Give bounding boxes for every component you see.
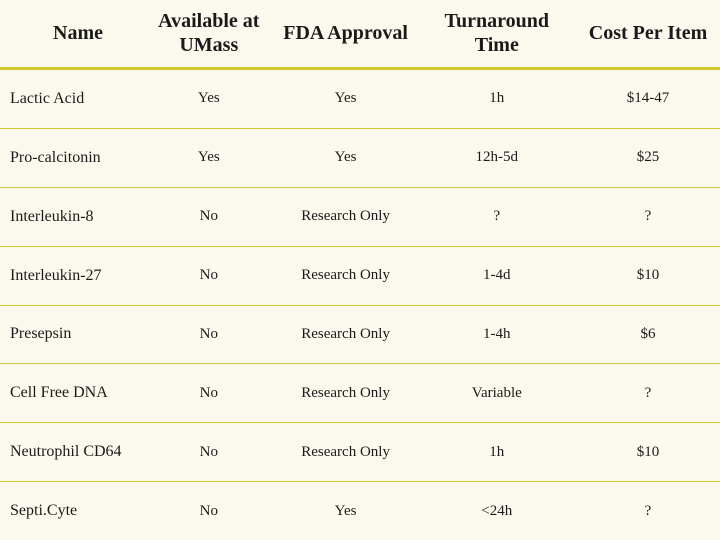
cell-cost: $10 (576, 246, 720, 305)
header-fda: FDA Approval (274, 0, 418, 68)
cell-fda: Yes (274, 128, 418, 187)
cell-turnaround: Variable (418, 364, 576, 423)
cell-available: No (144, 246, 274, 305)
cell-cost: $25 (576, 128, 720, 187)
cell-fda: Research Only (274, 187, 418, 246)
table-row: Septi.Cyte No Yes <24h ? (0, 482, 720, 540)
table-row: Interleukin-8 No Research Only ? ? (0, 187, 720, 246)
biomarker-table: Name Available at UMass FDA Approval Tur… (0, 0, 720, 540)
cell-turnaround: 1h (418, 68, 576, 128)
cell-fda: Research Only (274, 423, 418, 482)
table-row: Interleukin-27 No Research Only 1-4d $10 (0, 246, 720, 305)
table-row: Cell Free DNA No Research Only Variable … (0, 364, 720, 423)
cell-cost: $10 (576, 423, 720, 482)
table-header: Name Available at UMass FDA Approval Tur… (0, 0, 720, 68)
cell-name: Interleukin-27 (0, 246, 144, 305)
biomarker-table-container: Name Available at UMass FDA Approval Tur… (0, 0, 720, 540)
cell-available: No (144, 305, 274, 364)
header-row: Name Available at UMass FDA Approval Tur… (0, 0, 720, 68)
cell-fda: Yes (274, 68, 418, 128)
cell-turnaround: <24h (418, 482, 576, 540)
table-body: Lactic Acid Yes Yes 1h $14-47 Pro-calcit… (0, 68, 720, 540)
cell-cost: ? (576, 364, 720, 423)
header-name: Name (0, 0, 144, 68)
table-row: Presepsin No Research Only 1-4h $6 (0, 305, 720, 364)
table-row: Lactic Acid Yes Yes 1h $14-47 (0, 68, 720, 128)
cell-turnaround: ? (418, 187, 576, 246)
cell-fda: Yes (274, 482, 418, 540)
header-available: Available at UMass (144, 0, 274, 68)
cell-turnaround: 1-4d (418, 246, 576, 305)
cell-available: Yes (144, 128, 274, 187)
table-row: Pro-calcitonin Yes Yes 12h-5d $25 (0, 128, 720, 187)
cell-turnaround: 1-4h (418, 305, 576, 364)
cell-turnaround: 1h (418, 423, 576, 482)
cell-name: Interleukin-8 (0, 187, 144, 246)
cell-name: Neutrophil CD64 (0, 423, 144, 482)
cell-name: Lactic Acid (0, 68, 144, 128)
cell-fda: Research Only (274, 364, 418, 423)
cell-fda: Research Only (274, 305, 418, 364)
cell-name: Cell Free DNA (0, 364, 144, 423)
cell-cost: ? (576, 187, 720, 246)
header-cost: Cost Per Item (576, 0, 720, 68)
cell-fda: Research Only (274, 246, 418, 305)
cell-cost: $6 (576, 305, 720, 364)
cell-turnaround: 12h-5d (418, 128, 576, 187)
cell-available: No (144, 423, 274, 482)
cell-name: Pro-calcitonin (0, 128, 144, 187)
cell-cost: ? (576, 482, 720, 540)
cell-available: Yes (144, 68, 274, 128)
header-turnaround: Turnaround Time (418, 0, 576, 68)
cell-available: No (144, 482, 274, 540)
cell-cost: $14-47 (576, 68, 720, 128)
cell-name: Septi.Cyte (0, 482, 144, 540)
cell-available: No (144, 364, 274, 423)
table-row: Neutrophil CD64 No Research Only 1h $10 (0, 423, 720, 482)
cell-name: Presepsin (0, 305, 144, 364)
cell-available: No (144, 187, 274, 246)
